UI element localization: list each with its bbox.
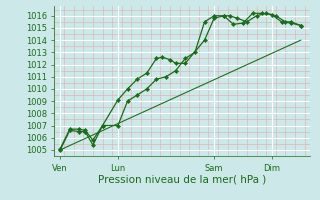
X-axis label: Pression niveau de la mer( hPa ): Pression niveau de la mer( hPa ) bbox=[98, 174, 267, 184]
